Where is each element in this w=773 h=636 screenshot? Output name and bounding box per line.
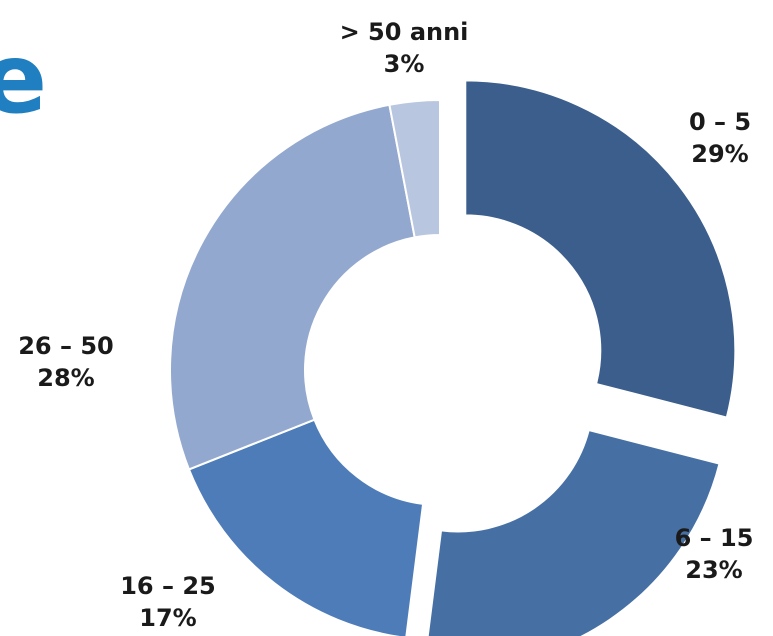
value-label-0: 29%: [691, 140, 748, 168]
slice-3: [169, 103, 416, 471]
category-label-2: 16 – 25: [120, 572, 216, 600]
value-label-4: 3%: [384, 50, 425, 78]
category-label-0: 0 – 5: [689, 108, 751, 136]
slice-2: [187, 418, 425, 636]
slice-4: [388, 98, 441, 239]
category-label-3: 26 – 50: [18, 332, 114, 360]
slice-0: [464, 79, 737, 419]
category-label-4: > 50 anni: [340, 18, 469, 46]
slices-group: [169, 79, 737, 636]
labels-group: 0 – 5 29% 6 – 15 23% 16 – 25 17% 26 – 50 28% > 5…: [18, 18, 753, 632]
partial-logo-letter: e: [0, 23, 47, 135]
value-label-2: 17%: [139, 604, 196, 632]
category-label-1: 6 – 15: [675, 524, 754, 552]
value-label-1: 23%: [685, 556, 742, 584]
slice-1: [426, 428, 721, 636]
value-label-3: 28%: [37, 364, 94, 392]
